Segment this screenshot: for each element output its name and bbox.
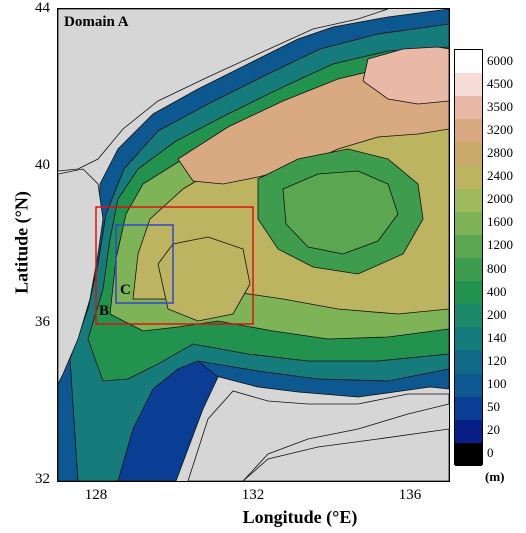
colorbar-level-label: 120	[487, 353, 507, 368]
colorbar-level-label: 3500	[487, 98, 513, 114]
colorbar-level-label: 4500	[487, 75, 513, 91]
colorbar-swatch	[455, 96, 482, 120]
colorbar-level-label: 50	[487, 399, 500, 415]
x-tick-132: 132	[241, 487, 265, 503]
colorbar-level-label: 20	[487, 422, 500, 438]
box-label-c: C	[120, 282, 131, 298]
x-tick-136: 136	[398, 487, 422, 503]
colorbar-swatch	[455, 304, 482, 328]
domain-c-box	[115, 224, 174, 304]
colorbar-swatch	[455, 373, 482, 398]
colorbar-swatch	[455, 165, 482, 190]
basin-deepest	[362, 46, 449, 105]
map-title: Domain A	[64, 14, 129, 30]
colorbar-swatch	[455, 258, 482, 282]
colorbar-level-label: 3200	[487, 121, 513, 137]
colorbar-swatch	[455, 50, 482, 74]
colorbar-swatch	[455, 234, 482, 259]
x-tick-128: 128	[84, 487, 108, 503]
japan-land-south	[242, 428, 449, 481]
colorbar-level-label: 100	[487, 376, 507, 392]
y-tick-40: 40	[35, 157, 50, 173]
colorbar-swatch	[455, 442, 482, 467]
colorbar-swatch	[455, 142, 482, 167]
colorbar-level-label: 1200	[487, 237, 513, 253]
colorbar-level-label: 1600	[487, 214, 513, 230]
colorbar-swatch	[455, 419, 482, 444]
colorbar-level-label: 6000	[487, 52, 513, 68]
colorbar-unit: (m)	[485, 469, 505, 484]
korea-land	[58, 168, 104, 385]
colorbar-swatch	[455, 350, 482, 375]
colorbar-level-label: 200	[487, 306, 507, 322]
north-land	[58, 9, 389, 172]
y-tick-36: 36	[35, 314, 50, 330]
colorbar-swatch	[455, 396, 482, 421]
y-tick-32: 32	[35, 471, 50, 487]
bathymetry-map	[57, 8, 450, 482]
y-tick-44: 44	[35, 0, 50, 16]
x-axis-label: Longitude (°E)	[242, 507, 358, 527]
colorbar-level-label: 140	[487, 329, 507, 345]
bathymetry-map-canvas	[58, 9, 449, 481]
colorbar-swatch	[455, 188, 482, 213]
colorbar-level-label: 400	[487, 283, 507, 299]
colorbar-level-label: 0	[487, 445, 494, 461]
ulleung-basin	[157, 236, 251, 322]
yamato-rise-inner	[282, 170, 399, 255]
colorbar-swatch	[455, 281, 482, 305]
colorbar-level-label: 2800	[487, 145, 513, 160]
colorbar-swatch	[455, 211, 482, 236]
colorbar-swatch	[455, 73, 482, 97]
colorbar-swatch	[455, 119, 482, 143]
colorbar-level-label: 800	[487, 260, 507, 276]
colorbar-swatch	[455, 327, 482, 351]
colorbar	[454, 49, 483, 467]
japan-land	[187, 390, 449, 481]
domain-b-box	[95, 206, 254, 325]
box-label-b: B	[99, 303, 110, 319]
southwest-sea	[117, 360, 219, 481]
colorbar-level-label: 2400	[487, 168, 513, 184]
y-axis-label: Latitude (°N)	[11, 191, 32, 294]
colorbar-level-label: 2000	[487, 191, 513, 207]
